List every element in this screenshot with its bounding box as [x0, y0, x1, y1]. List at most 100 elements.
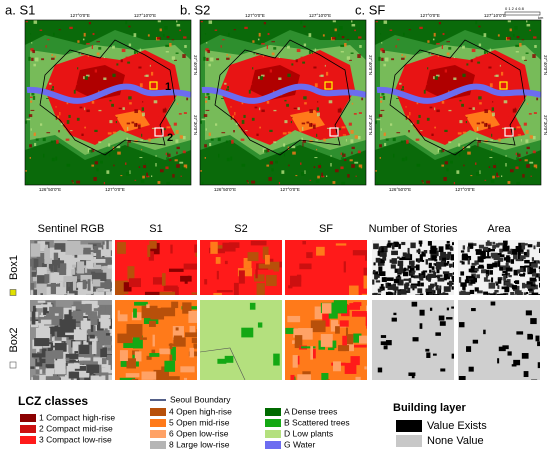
tile-patch: [47, 364, 54, 371]
tile-patch: [472, 339, 479, 344]
tile-patch: [442, 292, 446, 295]
legend-label: G Water: [284, 439, 315, 449]
tile-patch: [504, 292, 509, 295]
tile-patch: [387, 240, 391, 243]
tile-patch: [216, 270, 219, 280]
tile-patch: [432, 294, 440, 295]
tile: [285, 300, 367, 380]
lon-label: 127°0'0"E: [280, 187, 300, 192]
tile-patch: [65, 359, 79, 363]
tile-patch: [36, 251, 45, 264]
tile-patch: [393, 242, 400, 245]
tile-patch: [539, 248, 540, 254]
tile-patch: [395, 276, 402, 281]
tile-patch: [513, 254, 518, 260]
tile-patch: [363, 275, 367, 289]
tile-patch: [471, 274, 474, 277]
tile-patch: [415, 264, 420, 271]
tile-patch: [72, 278, 77, 293]
tile-patch: [65, 310, 72, 313]
lon-label: 127°0'0"E: [245, 13, 265, 18]
tile-patch: [290, 374, 295, 380]
tile-patch: [37, 241, 46, 252]
tile-patch: [45, 368, 56, 378]
scale-unit: km: [538, 15, 544, 20]
tile-patch: [435, 266, 440, 270]
tile-patch: [448, 272, 453, 277]
tile-patch: [250, 240, 267, 246]
tile-patch: [531, 262, 534, 265]
tile-patch: [345, 338, 354, 352]
tile-patch: [430, 245, 437, 249]
tile-patch: [497, 261, 501, 267]
tile-patch: [65, 357, 70, 362]
tile-patch: [175, 327, 179, 331]
tile-patch: [159, 291, 176, 295]
tile-patch: [30, 243, 41, 257]
tile-patch: [493, 257, 499, 261]
tile-patch: [73, 277, 82, 288]
tile-patch: [490, 301, 496, 306]
tile-patch: [489, 270, 493, 275]
tile-patch: [67, 293, 75, 295]
tile-patch: [449, 263, 453, 268]
lon-label: 127°0'0"E: [70, 13, 90, 18]
tile-patch: [72, 310, 84, 322]
tile-patch: [47, 254, 58, 263]
tile-patch: [100, 347, 107, 359]
tile-patch: [102, 288, 112, 292]
tile-patch: [405, 253, 411, 259]
tile-patch: [523, 292, 527, 295]
tile-patch: [511, 364, 517, 367]
tile-patch: [332, 340, 337, 349]
lat-label: 37°30'0"N: [543, 115, 548, 135]
tile-patch: [502, 240, 508, 245]
tile-patch: [440, 251, 447, 258]
tile-patch: [431, 266, 435, 270]
tile-patch: [496, 293, 502, 295]
tile-patch: [294, 335, 303, 346]
row-marker: [9, 361, 17, 369]
tile-patch: [375, 257, 381, 263]
tile-patch: [398, 243, 401, 249]
tile-patch: [30, 366, 35, 369]
tile-patch: [361, 293, 367, 295]
tile-patch: [36, 267, 47, 280]
tile-patch: [68, 290, 78, 295]
lon-label: 127°0'0"E: [455, 187, 475, 192]
tile-patch: [37, 275, 48, 284]
tile-patch: [451, 242, 454, 246]
tile-patch: [432, 353, 437, 356]
tile-patch: [531, 379, 538, 380]
tile-patch: [489, 248, 496, 252]
tile-patch: [287, 315, 301, 323]
tile-patch: [460, 282, 467, 287]
row-marker: [9, 289, 17, 296]
tile-patch: [490, 252, 498, 257]
tile-patch: [93, 357, 107, 368]
tile-patch: [290, 275, 302, 287]
tile-patch: [440, 368, 446, 372]
tile-patch: [498, 242, 505, 246]
tile-patch: [196, 363, 197, 371]
tile-patch: [410, 283, 418, 287]
tile-patch: [53, 252, 59, 266]
tile-patch: [241, 327, 254, 338]
tile-patch: [108, 311, 112, 320]
tile-patch: [425, 348, 430, 352]
tile-patch: [464, 279, 470, 284]
tile-patch: [210, 241, 218, 254]
tile-patch: [146, 355, 152, 360]
tile-patch: [416, 249, 421, 253]
tile-patch: [39, 353, 42, 360]
tile-patch: [524, 259, 530, 264]
tile-patch: [92, 341, 97, 355]
tile-patch: [462, 284, 466, 290]
tile-patch: [189, 347, 195, 358]
tile-patch: [41, 348, 47, 354]
tile-patch: [439, 255, 443, 261]
tile-patch: [467, 246, 470, 253]
tile-patch: [101, 260, 112, 275]
tile-patch: [517, 269, 521, 274]
tile-patch: [419, 323, 423, 329]
